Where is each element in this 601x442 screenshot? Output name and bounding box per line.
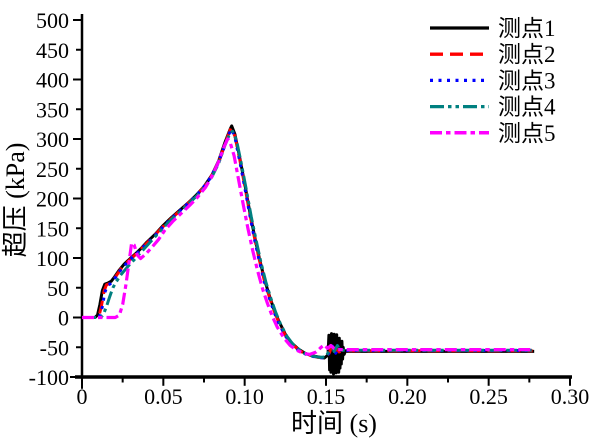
legend-label-5: 测点5 <box>498 121 556 146</box>
y-tick-label: 350 <box>36 97 69 122</box>
y-tick-label: 250 <box>36 157 69 182</box>
y-tick-label: 450 <box>36 38 69 63</box>
y-tick-label: 300 <box>36 127 69 152</box>
x-tick-label: 0.05 <box>144 384 183 409</box>
x-tick-label: 0.10 <box>225 384 264 409</box>
legend-item-1: 测点1 <box>430 16 556 41</box>
y-tick-label: 100 <box>36 246 69 271</box>
legend-item-3: 测点3 <box>430 68 556 93</box>
x-tick-label: 0.20 <box>388 384 427 409</box>
x-tick-label: 0.25 <box>469 384 508 409</box>
x-axis-title: 时间 (s) <box>291 409 377 438</box>
y-tick-label: -50 <box>40 335 69 360</box>
series-line-3 <box>82 127 533 360</box>
y-tick-label: 200 <box>36 187 69 212</box>
x-tick-label: 0.30 <box>551 384 590 409</box>
series-group <box>82 124 535 376</box>
legend-item-4: 测点4 <box>430 95 556 120</box>
y-tick-label: -100 <box>29 365 69 390</box>
legend-label-2: 测点2 <box>498 42 556 67</box>
series-line-4 <box>82 129 532 359</box>
y-tick-label: 50 <box>47 276 69 301</box>
legend-label-4: 测点4 <box>498 95 556 120</box>
legend-item-2: 测点2 <box>430 42 556 67</box>
y-tick-label: 400 <box>36 68 69 93</box>
series-line-5 <box>82 137 531 356</box>
y-tick-label: 0 <box>58 306 69 331</box>
legend-label-3: 测点3 <box>498 68 556 93</box>
x-tick-label: 0.15 <box>307 384 346 409</box>
legend-item-5: 测点5 <box>430 121 556 146</box>
y-axis-title: 超压 (kPa) <box>1 143 30 258</box>
x-tick-label: 0 <box>77 384 88 409</box>
y-tick-label: 500 <box>36 8 69 33</box>
legend-label-1: 测点1 <box>498 16 556 41</box>
y-tick-label: 150 <box>36 216 69 241</box>
